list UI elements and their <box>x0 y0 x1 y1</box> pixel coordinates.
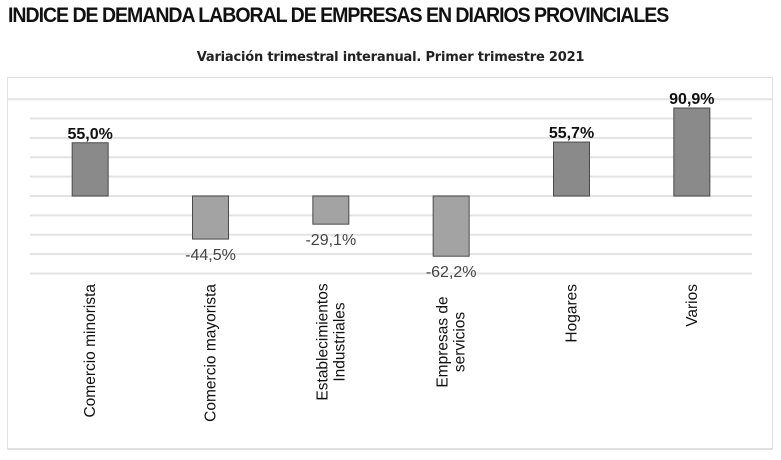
category-tick-label-line: servicios <box>452 312 469 373</box>
category-tick-label: Establecimientos Industriales <box>314 283 348 400</box>
category-tick-label-line: Comercio mayorista <box>203 284 220 422</box>
category-tick-label: Varios <box>684 284 701 327</box>
data-label: -44,5% <box>185 247 236 264</box>
bar <box>312 195 350 225</box>
data-label: 90,9% <box>669 91 714 108</box>
page-title: INDICE DE DEMANDA LABORAL DE EMPRESAS EN… <box>8 4 669 27</box>
bars <box>71 107 711 257</box>
category-tick-label: Empresas de servicios <box>435 296 469 387</box>
data-label: 55,0% <box>67 126 112 143</box>
category-tick-label: Comercio mayorista <box>203 284 220 422</box>
category-tick-label-line: Varios <box>684 284 701 327</box>
bar <box>192 195 229 240</box>
category-tick-label-line: Empresas de <box>435 296 452 387</box>
category-tick-label-line: Industriales <box>331 302 348 382</box>
bar <box>673 107 711 197</box>
category-tick-label: Hogares <box>564 284 581 343</box>
bar <box>553 141 590 197</box>
gridlines <box>8 98 773 275</box>
category-tick-label-line: Hogares <box>564 284 581 343</box>
category-tick-label: Comercio minorista <box>82 284 99 418</box>
category-tick-label-line: Establecimientos <box>314 283 331 400</box>
data-label: -62,2% <box>426 264 477 281</box>
data-labels: 55,0% -44,5% -29,1% -62,2% 55,7% 90,9% <box>67 91 714 281</box>
category-tick-label-line: Comercio minorista <box>82 284 99 418</box>
data-label: -29,1% <box>305 232 356 249</box>
bar <box>71 142 109 197</box>
chart-frame <box>7 77 773 450</box>
bar <box>432 195 470 257</box>
data-label: 55,7% <box>549 125 594 142</box>
chart-subtitle: Variación trimestral interanual. Primer … <box>196 50 585 65</box>
category-tick-labels: Comercio minorista Comercio mayorista Esta… <box>82 283 701 422</box>
